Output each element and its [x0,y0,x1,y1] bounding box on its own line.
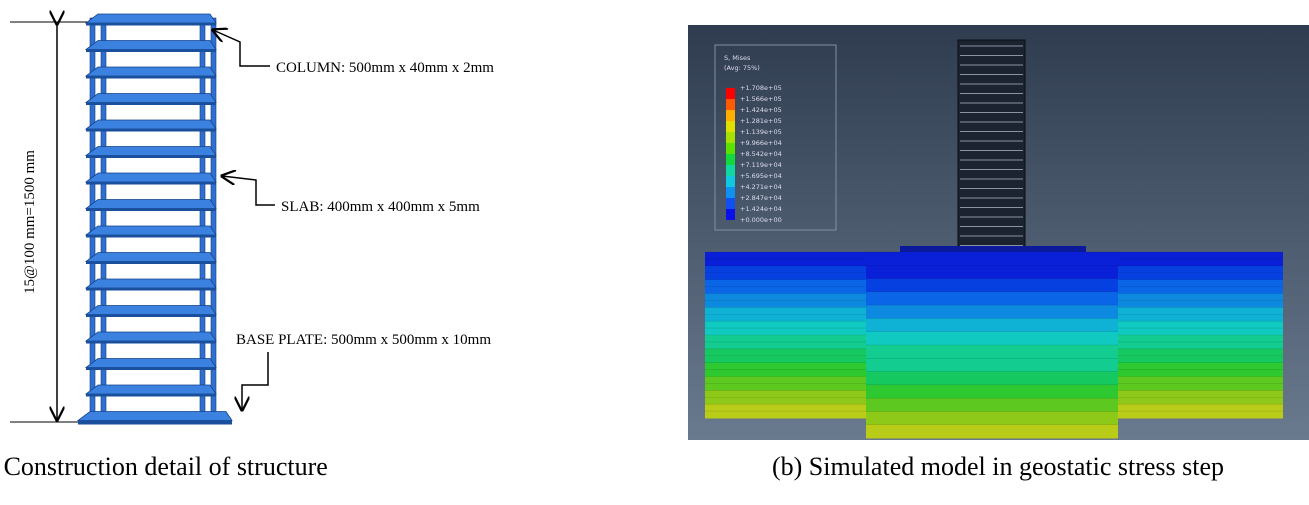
legend-value: +1.424e+05 [740,106,782,114]
legend-subtitle: (Avg: 75%) [724,64,760,72]
soil-layer [866,318,1118,332]
caption: (a) Construction detail of structure [0,452,328,481]
slab [86,94,216,103]
slab-edge [86,182,216,185]
slab-edge [86,235,216,238]
legend-value: +7.119e+04 [740,161,782,169]
soil-layer [866,398,1118,412]
slab [86,147,216,156]
soil-layer [866,305,1118,319]
legend-swatch [726,143,735,154]
slab [86,67,216,76]
panel-b: S, Mises (Avg: 75%) +1.708e+05 +1.566e+05… [688,25,1309,481]
slab-edge [86,103,216,106]
legend-swatch [726,209,735,220]
slab-edge [86,156,216,159]
slab-edge [78,421,232,425]
caption: (b) Simulated model in geostatic stress … [772,452,1224,481]
legend-value: +5.695e+04 [740,172,782,180]
slab [86,226,216,235]
slab [86,385,216,394]
legend-swatch [726,88,735,99]
legend-value: +1.566e+05 [740,95,782,103]
soil-layer [866,279,1118,293]
soil-layer [866,345,1118,359]
legend-value: +8.542e+04 [740,150,782,158]
slab-label: SLAB: 400mm x 400mm x 5mm [281,199,480,215]
slab-edge [86,341,216,344]
legend-value: +1.424e+04 [740,205,782,213]
slab [86,173,216,182]
dimension-label: 15@100 mm=1500 mm [22,150,38,294]
base-plate [78,412,232,421]
slab [86,200,216,209]
slab-edge [86,262,216,265]
legend-swatch [726,165,735,176]
model-column [958,40,1025,250]
model-base [900,246,1086,252]
slab [86,120,216,129]
legend-value: +2.847e+04 [740,194,782,202]
slab [86,359,216,368]
legend-swatch [726,176,735,187]
soil-layer [866,332,1118,346]
slab-edge [86,368,216,371]
slab-edge [86,315,216,318]
legend-swatch [726,110,735,121]
legend-swatch [726,154,735,165]
slab [86,306,216,315]
legend-value: +1.139e+05 [740,128,782,136]
arrow [222,176,275,205]
base-plate-label: BASE PLATE: 500mm x 500mm x 10mm [236,332,491,348]
legend-swatch [726,121,735,132]
tower [78,14,232,425]
slab [86,41,216,50]
legend-title: S, Mises [724,54,751,62]
slab [86,14,216,23]
legend-value: +4.271e+04 [740,183,782,191]
legend-swatch [726,132,735,143]
soil-layer [866,385,1118,399]
slab-edge [86,288,216,291]
slab-edge [86,76,216,79]
legend-swatch [726,198,735,209]
soil-layer [866,292,1118,306]
soil-layer [866,358,1118,372]
legend-value: +1.708e+05 [740,84,782,92]
slab-edge [86,209,216,212]
panel-a: 15@100 mm=1500 mm COLUMN: 500mm x 40mm x… [0,14,494,481]
legend-value: +1.281e+05 [740,117,782,125]
figure: 15@100 mm=1500 mm COLUMN: 500mm x 40mm x… [0,0,1309,505]
legend-value: +9.966e+04 [740,139,782,147]
slab [86,332,216,341]
legend-swatch [726,99,735,110]
slab [86,279,216,288]
legend-value: +0.000e+00 [740,216,782,224]
legend-swatch [726,187,735,198]
slab-edge [86,129,216,132]
slab [86,253,216,262]
soil-layer [866,252,1118,266]
arrow [213,30,270,66]
soil-layer [866,425,1118,439]
column-label: COLUMN: 500mm x 40mm x 2mm [276,60,494,76]
arrow [242,352,268,410]
slab-edge [86,394,216,397]
soil [705,252,1283,439]
soil-layer [866,265,1118,279]
soil-layer [866,411,1118,425]
slab-edge [86,50,216,53]
soil-layer [866,372,1118,386]
slab-edge [86,23,216,26]
